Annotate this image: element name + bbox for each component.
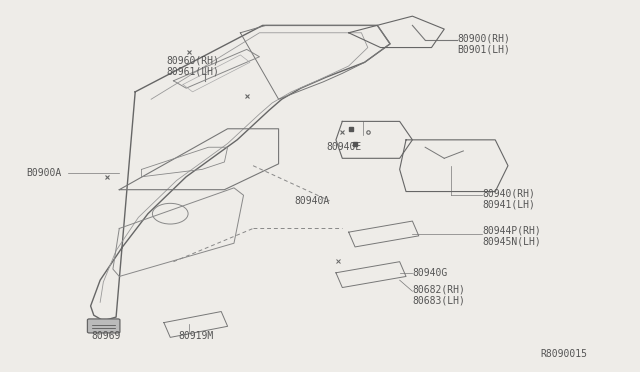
Text: 80900(RH)
B0901(LH): 80900(RH) B0901(LH)	[457, 33, 510, 55]
Text: 80919M: 80919M	[178, 331, 213, 340]
Text: 80969: 80969	[92, 331, 121, 340]
Text: 80940E: 80940E	[326, 142, 362, 152]
Text: 80940(RH)
80941(LH): 80940(RH) 80941(LH)	[483, 188, 536, 210]
Text: R8090015: R8090015	[541, 349, 588, 359]
Text: 80944P(RH)
80945N(LH): 80944P(RH) 80945N(LH)	[483, 225, 541, 247]
Text: B0900A: B0900A	[27, 168, 62, 178]
Text: 80682(RH)
80683(LH): 80682(RH) 80683(LH)	[412, 284, 465, 306]
Text: 80940G: 80940G	[412, 268, 447, 278]
Text: 80960(RH)
80961(LH): 80960(RH) 80961(LH)	[166, 55, 219, 77]
FancyBboxPatch shape	[88, 319, 120, 333]
Text: 80940A: 80940A	[294, 196, 330, 206]
